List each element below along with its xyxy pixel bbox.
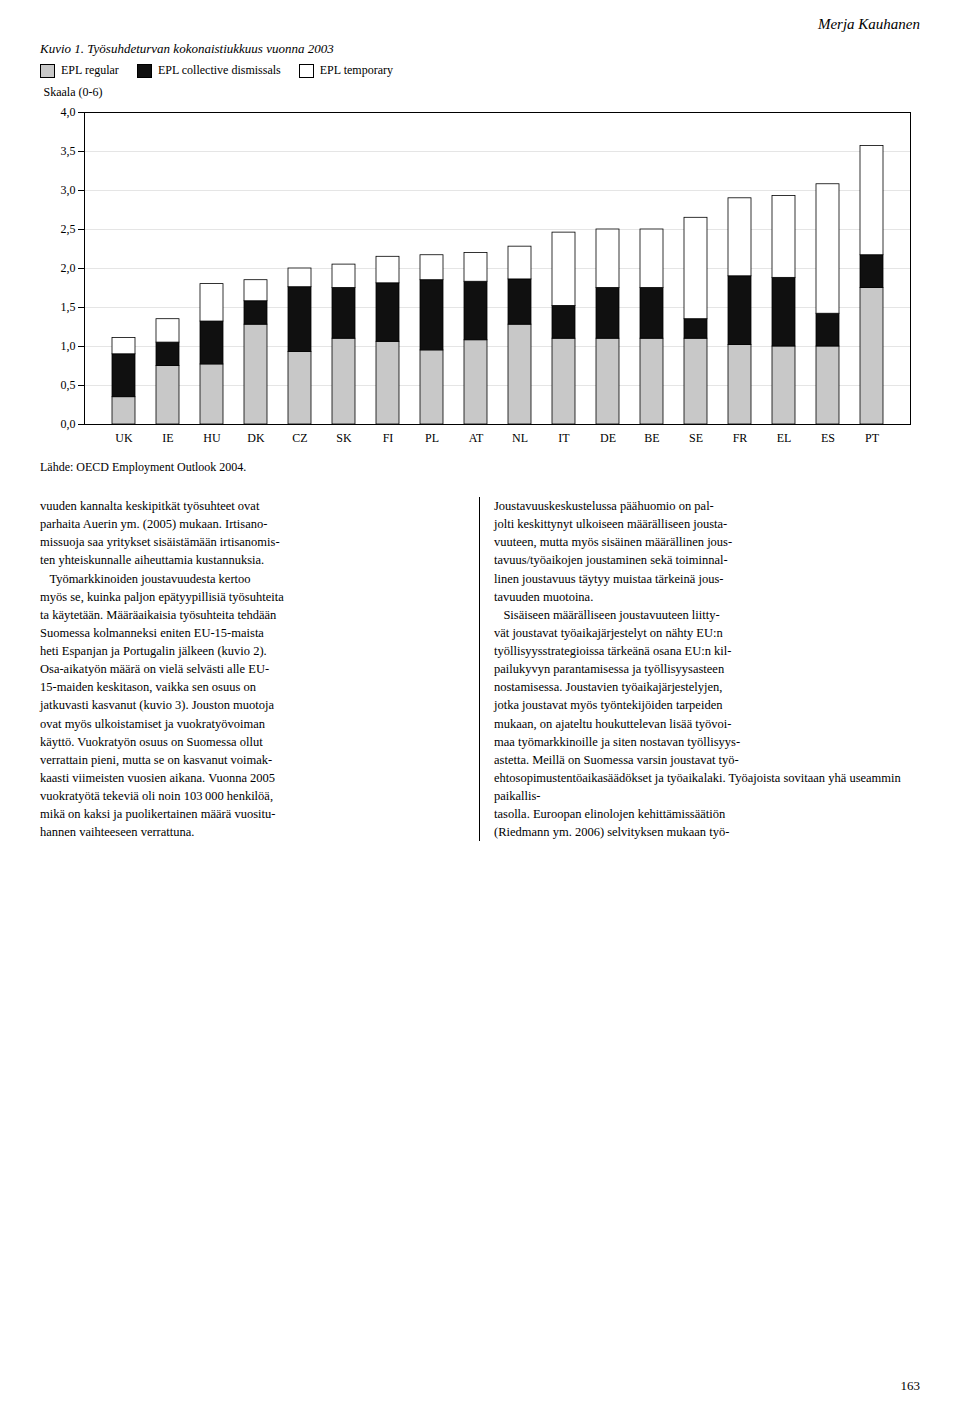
svg-text:ES: ES (821, 431, 835, 445)
html-text:Joustavuuskeskustelussa päähuo: Joustavuuskeskustelussa päähuomio on pal… (494, 499, 904, 840)
html-text:Merja Kauhanen: Merja Kauhanen (817, 16, 920, 32)
svg-text:BE: BE (644, 431, 659, 445)
svg-text:1,5: 1,5 (61, 300, 76, 314)
svg-text:DK: DK (247, 431, 265, 445)
svg-text:UK: UK (115, 431, 133, 445)
html-text:EPL temporary: EPL temporary (319, 63, 393, 77)
svg-text:DE: DE (600, 431, 616, 445)
html-text:Kuvio 1. Työsuhdeturvan kokona: Kuvio 1. Työsuhdeturvan kokonaistiukkuus… (40, 41, 334, 56)
svg-text:2,5: 2,5 (61, 222, 76, 236)
svg-text:IT: IT (558, 431, 570, 445)
svg-text:3,5: 3,5 (61, 144, 76, 158)
svg-text:0,0: 0,0 (61, 417, 76, 431)
html-text:EPL regular: EPL regular (61, 63, 119, 77)
html-text:vuuden kannalta keskipitkät ty: vuuden kannalta keskipitkät työsuhteet o… (40, 499, 284, 840)
svg-text:PL: PL (425, 431, 439, 445)
svg-text:AT: AT (469, 431, 484, 445)
svg-text:4,0: 4,0 (61, 105, 76, 119)
svg-text:CZ: CZ (292, 431, 307, 445)
svg-text:1,0: 1,0 (61, 339, 76, 353)
svg-text:SE: SE (689, 431, 703, 445)
svg-text:NL: NL (512, 431, 528, 445)
html-text:163: 163 (900, 1378, 920, 1393)
svg-text:IE: IE (162, 431, 173, 445)
svg-text:EL: EL (777, 431, 792, 445)
svg-text:2,0: 2,0 (61, 261, 76, 275)
svg-text:PT: PT (865, 431, 880, 445)
svg-text:SK: SK (336, 431, 352, 445)
svg-text:HU: HU (203, 431, 221, 445)
svg-text:3,0: 3,0 (61, 183, 76, 197)
svg-text:FR: FR (733, 431, 748, 445)
svg-text:FI: FI (383, 431, 394, 445)
html-text:EPL collective dismissals: EPL collective dismissals (157, 63, 281, 77)
html-text:Lähde: OECD Employment Outlook: Lähde: OECD Employment Outlook 2004. (40, 460, 247, 474)
svg-text:Skaala (0-6): Skaala (0-6) (44, 85, 103, 99)
svg-text:0,5: 0,5 (61, 378, 76, 392)
